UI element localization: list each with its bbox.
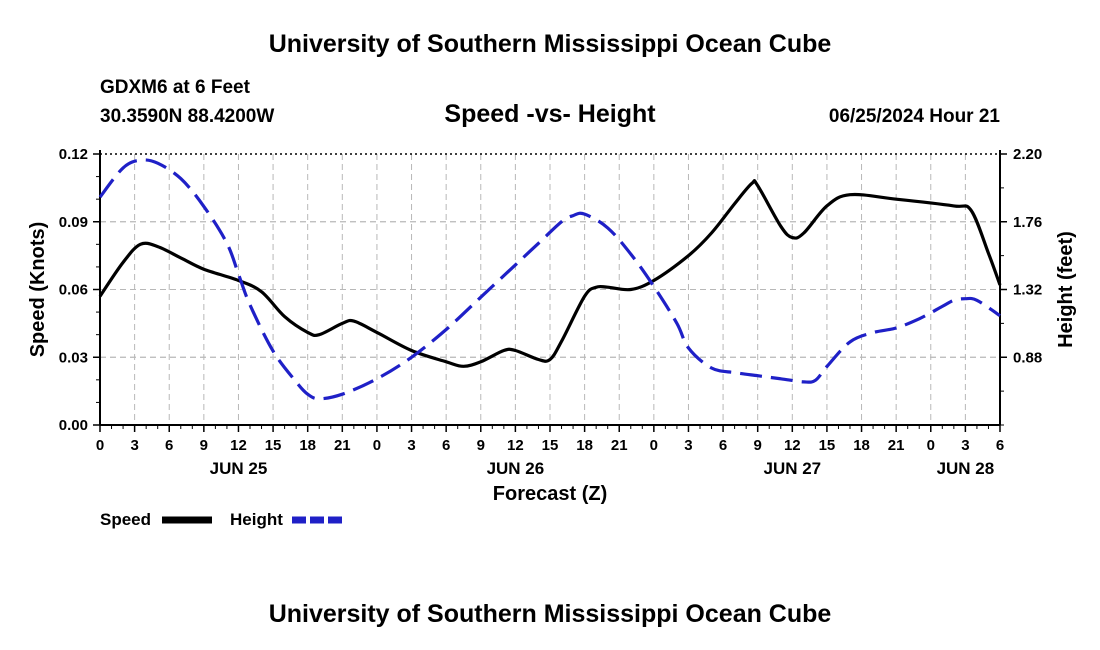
legend-label-speed: Speed [100, 510, 151, 529]
y-right-tick-label: 1.76 [1013, 214, 1042, 231]
y-left-tick-label: 0.03 [59, 349, 88, 366]
speed-series-line [98, 179, 1002, 368]
x-tick-label: 3 [961, 437, 969, 454]
x-tick-label: 0 [96, 437, 104, 454]
y-right-axis-title: Height (feet) [1055, 231, 1077, 348]
chart-title: Speed -vs- Height [444, 100, 656, 128]
page-title: University of Southern Mississippi Ocean… [268, 30, 832, 58]
x-tick-label: 21 [334, 437, 351, 454]
y-left-tick-label: 0.12 [59, 146, 88, 163]
x-tick-label: 6 [719, 437, 727, 454]
x-tick-label: 18 [299, 437, 316, 454]
x-tick-label: 3 [407, 437, 415, 454]
x-tick-label: 18 [853, 437, 870, 454]
x-tick-label: 12 [507, 437, 524, 454]
x-tick-label: 21 [888, 437, 905, 454]
x-tick-label: 9 [477, 437, 485, 454]
x-tick-label: 3 [684, 437, 692, 454]
y-left-tick-label: 0.00 [59, 417, 88, 434]
x-tick-label: 12 [230, 437, 247, 454]
x-tick-label: 21 [611, 437, 628, 454]
x-tick-label: 6 [165, 437, 173, 454]
legend-label-height: Height [230, 510, 283, 529]
date-label: JUN 25 [210, 459, 268, 478]
x-tick-label: 15 [819, 437, 836, 454]
x-tick-label: 9 [754, 437, 762, 454]
x-tick-label: 0 [927, 437, 935, 454]
x-tick-label: 3 [130, 437, 138, 454]
station-label: GDXM6 at 6 Feet [100, 77, 250, 98]
x-tick-label: 9 [200, 437, 208, 454]
forecast-datetime: 06/25/2024 Hour 21 [828, 106, 1000, 127]
x-tick-label: 15 [542, 437, 559, 454]
x-tick-label: 6 [442, 437, 450, 454]
x-tick-label: 6 [996, 437, 1004, 454]
y-left-axis-title: Speed (Knots) [27, 222, 49, 358]
y-right-tick-label: 0.88 [1013, 349, 1042, 366]
footer-title: University of Southern Mississippi Ocean… [268, 600, 832, 628]
date-label: JUN 27 [763, 459, 821, 478]
y-left-tick-label: 0.06 [59, 282, 88, 299]
x-tick-label: 0 [373, 437, 381, 454]
x-tick-label: 15 [265, 437, 282, 454]
x-axis-title: Forecast (Z) [493, 483, 607, 505]
height-series-line [98, 158, 1001, 401]
x-tick-label: 12 [784, 437, 801, 454]
y-right-tick-label: 1.32 [1013, 282, 1042, 299]
x-tick-label: 0 [650, 437, 658, 454]
y-left-tick-label: 0.09 [59, 214, 88, 231]
coordinates-label: 30.3590N 88.4200W [100, 106, 275, 127]
date-label: JUN 26 [487, 459, 545, 478]
date-label: JUN 28 [937, 459, 995, 478]
y-right-tick-label: 2.20 [1013, 146, 1042, 163]
x-tick-label: 18 [576, 437, 593, 454]
